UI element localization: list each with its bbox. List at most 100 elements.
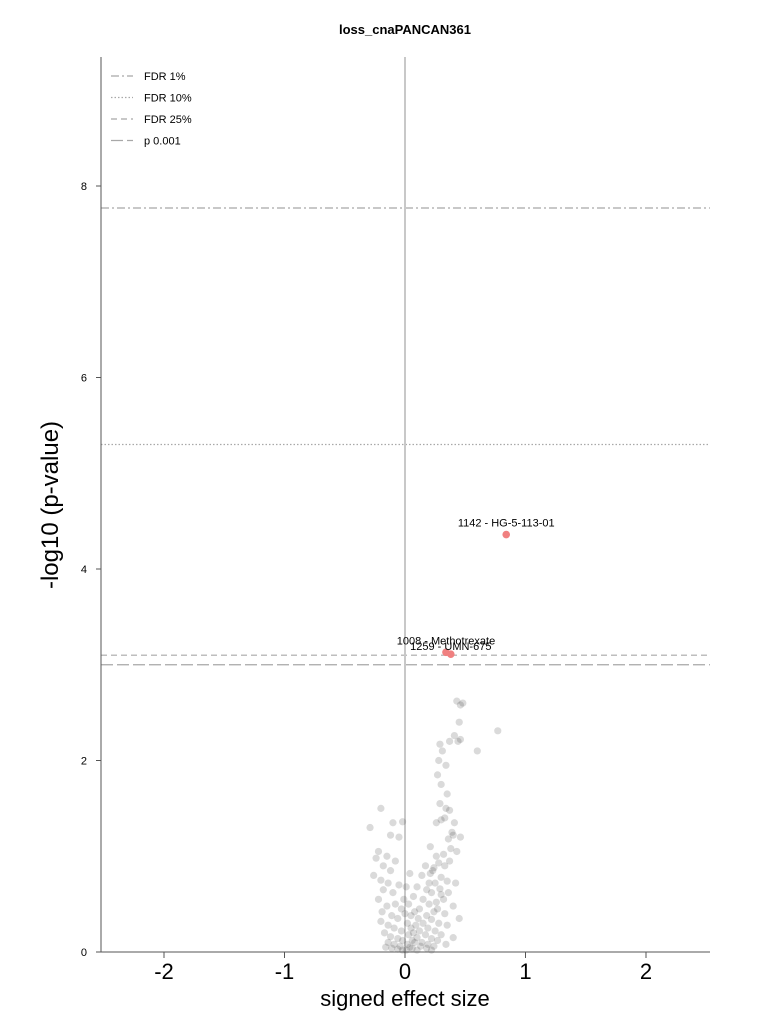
y-tick-label: 2 xyxy=(81,756,87,768)
data-point xyxy=(426,869,434,878)
data-point xyxy=(377,804,385,812)
data-point xyxy=(370,871,378,880)
data-point xyxy=(402,883,410,891)
data-point xyxy=(424,940,432,948)
data-point xyxy=(411,908,419,916)
legend: FDR 1% FDR 10% FDR 25% p 0.001 xyxy=(111,71,192,148)
data-point xyxy=(379,862,387,870)
point-label: 1142 - HG-5-113-01 xyxy=(458,518,555,530)
y-ticks: 0 2 4 6 8 xyxy=(81,181,101,959)
data-point xyxy=(394,914,402,923)
data-point xyxy=(372,854,380,862)
data-point xyxy=(377,876,385,884)
data-point xyxy=(386,867,395,875)
data-point xyxy=(391,900,399,908)
data-point xyxy=(431,927,439,935)
data-point xyxy=(445,737,454,745)
data-point xyxy=(427,946,436,954)
x-tick-label: 0 xyxy=(399,959,411,984)
data-point xyxy=(382,943,390,951)
data-point xyxy=(437,890,445,899)
highlighted-point xyxy=(446,650,455,659)
data-point xyxy=(405,900,413,908)
x-ticks: -2 -1 0 1 2 xyxy=(154,952,652,984)
data-point xyxy=(427,934,436,943)
data-point xyxy=(423,886,431,894)
data-point xyxy=(438,747,446,755)
data-point xyxy=(442,761,450,769)
y-tick-label: 0 xyxy=(81,947,87,959)
data-point xyxy=(436,885,444,893)
data-point xyxy=(408,936,416,945)
data-point xyxy=(421,862,430,870)
data-point xyxy=(403,919,412,927)
data-point xyxy=(390,940,398,948)
data-point xyxy=(443,877,451,885)
data-point xyxy=(403,940,412,948)
data-point xyxy=(447,844,455,853)
data-point xyxy=(432,852,440,860)
data-point xyxy=(398,936,407,945)
data-point xyxy=(444,835,452,843)
point-label: 1259 - UMN-675 xyxy=(410,641,491,653)
data-point xyxy=(415,905,424,913)
data-point xyxy=(444,889,452,897)
data-point xyxy=(396,942,404,950)
y-axis-label: -log10 (p-value) xyxy=(37,421,64,589)
data-point xyxy=(432,898,440,906)
data-point xyxy=(398,818,407,826)
legend-label: FDR 1% xyxy=(144,71,186,83)
x-tick-label: 2 xyxy=(640,959,652,984)
data-point xyxy=(394,945,402,953)
data-point xyxy=(439,895,448,903)
data-point xyxy=(439,850,448,858)
data-point xyxy=(441,862,449,870)
data-point xyxy=(421,931,430,939)
data-point xyxy=(441,814,449,822)
data-point xyxy=(430,942,438,950)
data-point xyxy=(427,915,436,924)
data-point xyxy=(436,740,444,748)
data-point xyxy=(442,804,450,812)
data-point xyxy=(435,859,443,867)
data-point xyxy=(408,944,416,952)
data-point xyxy=(455,718,463,726)
data-point xyxy=(456,735,465,744)
data-point xyxy=(435,756,443,765)
y-tick-label: 6 xyxy=(81,373,87,385)
data-point xyxy=(423,944,431,952)
data-point xyxy=(383,902,391,910)
data-point xyxy=(374,895,383,903)
data-point xyxy=(411,938,419,947)
data-point xyxy=(425,879,433,887)
data-point xyxy=(449,831,457,839)
data-point xyxy=(445,857,454,865)
data-point xyxy=(390,924,398,932)
data-point xyxy=(394,934,402,943)
data-point xyxy=(419,895,427,903)
data-point xyxy=(407,924,415,932)
data-point xyxy=(441,910,449,918)
data-point xyxy=(377,917,385,925)
data-point xyxy=(417,942,425,950)
data-point xyxy=(473,747,481,755)
data-point xyxy=(407,912,415,920)
data-point xyxy=(442,940,450,948)
data-point xyxy=(449,902,457,910)
data-point xyxy=(431,879,439,887)
data-point xyxy=(389,889,397,897)
data-point xyxy=(405,931,413,939)
data-point xyxy=(379,886,387,894)
data-point xyxy=(374,847,383,856)
data-point xyxy=(427,889,436,897)
data-point xyxy=(413,883,421,891)
point-label: 1008 - Methotrexate xyxy=(397,635,495,647)
data-point xyxy=(433,771,442,779)
data-point xyxy=(383,852,391,860)
y-tick-label: 4 xyxy=(81,564,87,576)
data-point xyxy=(450,732,459,740)
data-point xyxy=(366,823,374,832)
data-point xyxy=(388,912,396,920)
data-point xyxy=(436,799,444,808)
